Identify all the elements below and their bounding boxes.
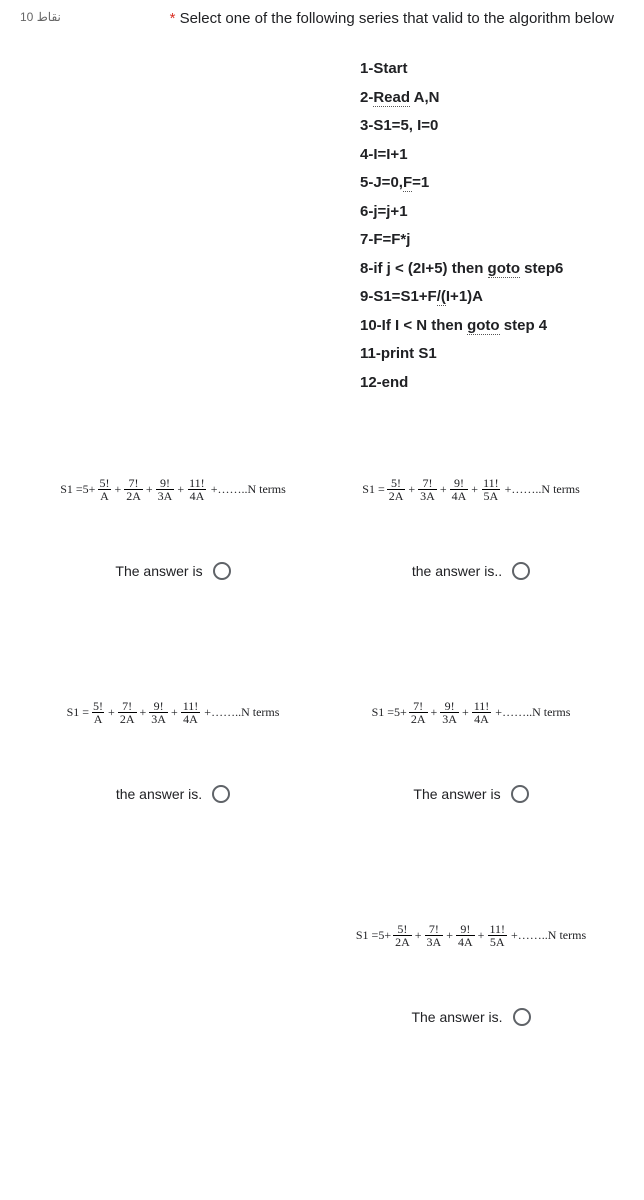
option-d-radio[interactable] xyxy=(511,785,529,803)
points-label: نقاط 10 xyxy=(20,10,70,24)
algo-step: 7-F=F*j xyxy=(360,226,624,255)
question-text: * Select one of the following series tha… xyxy=(70,10,624,27)
option-c: S1 = 5!A+ 7!2A+ 9!3A+ 11!4A +……..N terms… xyxy=(30,700,316,803)
question-header: نقاط 10 * Select one of the following se… xyxy=(20,10,624,27)
algo-step: 5-J=0,F=1 xyxy=(360,169,624,198)
algo-step: 10-If I < N then goto step 4 xyxy=(360,312,624,341)
algo-step: 2-Read A,N xyxy=(360,84,624,113)
algo-step: 9-S1=S1+F/(I+1)A xyxy=(360,283,624,312)
option-e: S1 =5+ 5!2A+ 7!3A+ 9!4A+ 11!5A +……..N te… xyxy=(328,923,614,1026)
option-a: S1 =5+ 5!A+ 7!2A+ 9!3A+ 11!4A +……..N ter… xyxy=(30,477,316,580)
option-b-radio[interactable] xyxy=(512,562,530,580)
option-e-radio[interactable] xyxy=(513,1008,531,1026)
option-c-radio[interactable] xyxy=(212,785,230,803)
option-a-formula: S1 =5+ 5!A+ 7!2A+ 9!3A+ 11!4A +……..N ter… xyxy=(30,477,316,502)
option-b-label: the answer is.. xyxy=(412,563,502,579)
options-grid: S1 =5+ 5!A+ 7!2A+ 9!3A+ 11!4A +……..N ter… xyxy=(20,477,624,1026)
option-b-formula: S1 = 5!2A+ 7!3A+ 9!4A+ 11!5A +……..N term… xyxy=(328,477,614,502)
algorithm-block: 1-Start 2-Read A,N 3-S1=5, I=0 4-I=I+1 5… xyxy=(360,55,624,397)
algo-step: 3-S1=5, I=0 xyxy=(360,112,624,141)
algo-step: 8-if j < (2I+5) then goto step6 xyxy=(360,255,624,284)
algo-step: 6-j=j+1 xyxy=(360,198,624,227)
option-c-label: the answer is. xyxy=(116,786,202,802)
algo-step: 12-end xyxy=(360,369,624,398)
required-star: * xyxy=(170,10,176,27)
option-b: S1 = 5!2A+ 7!3A+ 9!4A+ 11!5A +……..N term… xyxy=(328,477,614,580)
option-d-formula: S1 =5+ 7!2A+ 9!3A+ 11!4A +……..N terms xyxy=(328,700,614,725)
option-e-label: The answer is. xyxy=(411,1009,502,1025)
option-d-label: The answer is xyxy=(413,786,500,802)
option-e-formula: S1 =5+ 5!2A+ 7!3A+ 9!4A+ 11!5A +……..N te… xyxy=(328,923,614,948)
option-d: S1 =5+ 7!2A+ 9!3A+ 11!4A +……..N terms Th… xyxy=(328,700,614,803)
question-title: Select one of the following series that … xyxy=(180,10,614,27)
algo-step: 1-Start xyxy=(360,55,624,84)
algo-step: 11-print S1 xyxy=(360,340,624,369)
option-a-label: The answer is xyxy=(115,563,202,579)
algo-step: 4-I=I+1 xyxy=(360,141,624,170)
option-a-radio[interactable] xyxy=(213,562,231,580)
option-c-formula: S1 = 5!A+ 7!2A+ 9!3A+ 11!4A +……..N terms xyxy=(30,700,316,725)
